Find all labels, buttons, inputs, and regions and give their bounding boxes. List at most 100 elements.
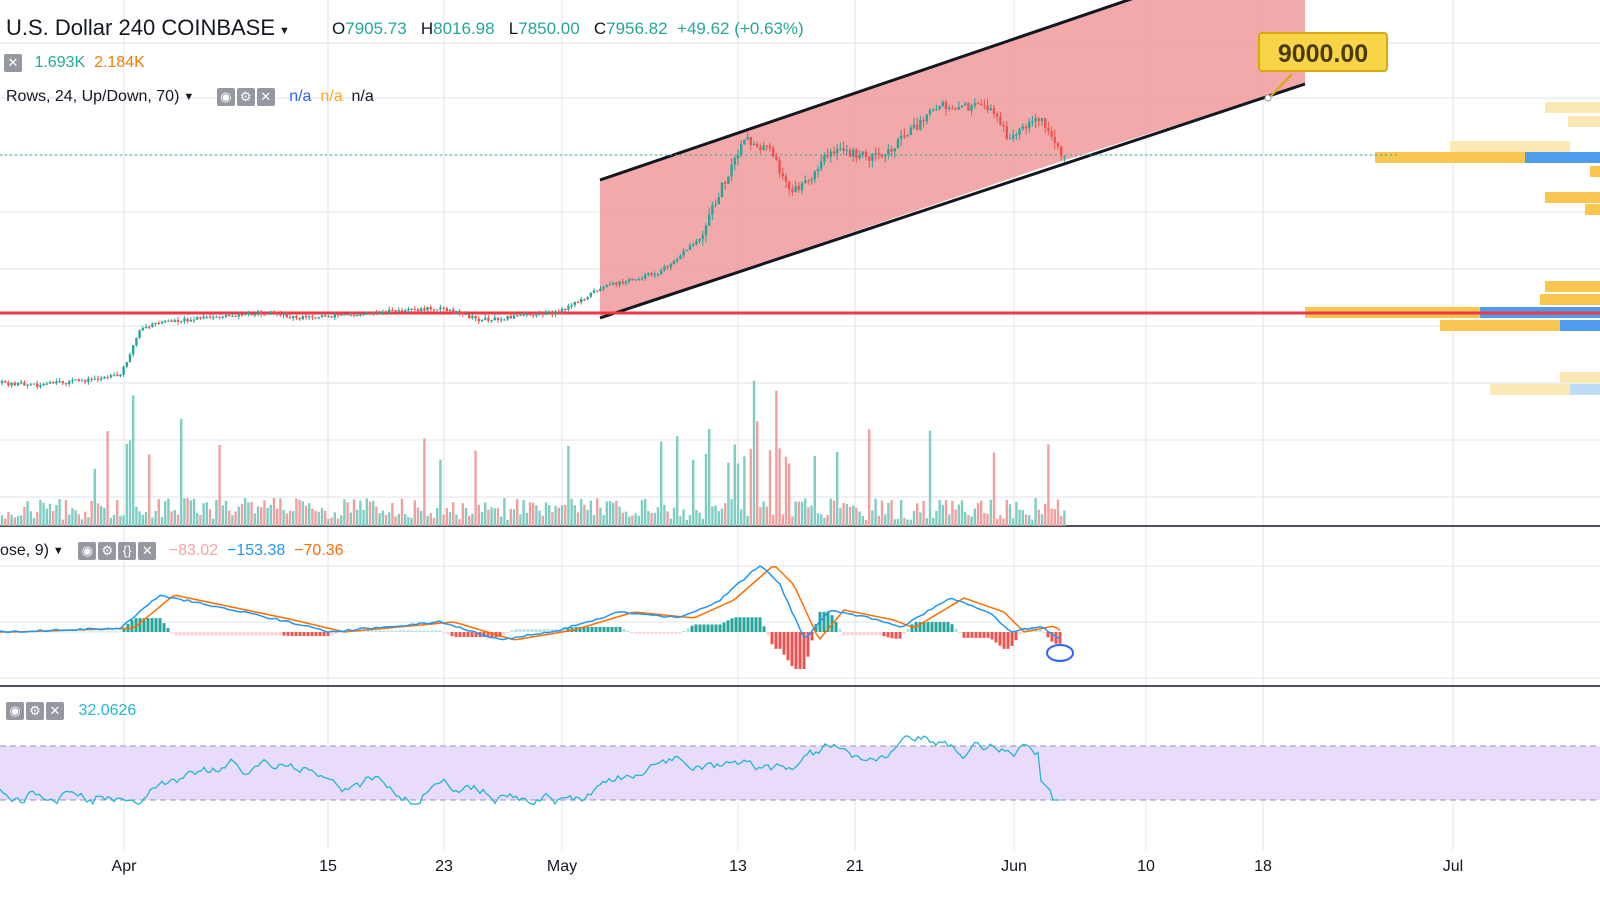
code-icon[interactable]: {} — [118, 542, 137, 560]
volume-bar — [749, 448, 752, 526]
volume-bar — [426, 515, 429, 526]
macd-histogram-bar — [422, 630, 426, 632]
volume-bar — [16, 516, 20, 526]
macd-histogram-bar — [590, 626, 594, 632]
volume-bar — [407, 517, 410, 526]
candle-body — [752, 143, 756, 145]
macd-histogram-bar — [838, 628, 842, 632]
candle-body — [672, 261, 676, 265]
candle-body — [240, 314, 244, 316]
chevron-down-icon[interactable]: ▼ — [279, 25, 290, 37]
candle-body — [944, 101, 948, 110]
macd-histogram-bar — [714, 624, 718, 632]
candle-body — [52, 382, 55, 384]
volume-bar — [4, 518, 7, 526]
candle-body — [7, 382, 10, 386]
candle-body — [135, 337, 138, 346]
volume-bar — [36, 512, 39, 526]
x-tick-label: 10 — [1137, 858, 1155, 875]
eye-icon[interactable]: ◉ — [78, 542, 97, 560]
volume-bar — [612, 502, 615, 526]
candle-body — [1044, 118, 1047, 128]
candle-body — [538, 313, 541, 315]
macd-histogram-bar — [894, 632, 898, 639]
candle-body — [868, 157, 871, 161]
macd-histogram-bar — [802, 632, 806, 669]
candle-body — [816, 168, 820, 172]
volume-bar — [237, 506, 240, 526]
target-price-label[interactable]: 9000.00 — [1258, 32, 1388, 72]
macd-histogram-bar — [530, 629, 534, 632]
macd-histogram-bar — [458, 632, 462, 638]
vp-value-3: n/a — [351, 88, 374, 106]
volume-bar — [359, 500, 362, 526]
candle-body — [1050, 131, 1053, 137]
eye-icon[interactable]: ◉ — [6, 702, 24, 720]
candle-body — [919, 120, 922, 130]
volume-bar — [548, 505, 551, 526]
candle-body — [330, 316, 333, 318]
candle-body — [455, 310, 458, 314]
candle-body — [96, 378, 100, 380]
close-icon[interactable]: ✕ — [138, 542, 157, 560]
gear-icon[interactable]: ⚙ — [98, 542, 117, 560]
candle-body — [772, 148, 775, 157]
macd-histogram-bar — [194, 632, 198, 636]
chevron-down-icon[interactable]: ▼ — [52, 545, 64, 558]
macd-legend: ose, 9) ▼ ◉ ⚙{} ✕ −83.02 −153.38 −70.36 — [0, 542, 344, 560]
macd-histogram-bar — [102, 631, 106, 633]
volume-bar — [375, 506, 378, 526]
volume-bar — [282, 509, 285, 526]
symbol-header[interactable]: U.S. Dollar 240 COINBASE ▼ — [6, 15, 290, 41]
volume-bar — [221, 505, 224, 526]
macd-histogram-bar — [142, 618, 146, 632]
macd-histogram-bar — [318, 632, 322, 637]
volume-bar — [794, 501, 797, 526]
candle-body — [637, 278, 640, 280]
macd-histogram-bar — [930, 621, 934, 632]
close-icon[interactable]: ✕ — [46, 702, 64, 720]
close-icon[interactable]: ✕ — [4, 54, 22, 72]
volume-bar — [871, 510, 874, 526]
macd-histogram-bar — [486, 632, 490, 638]
macd-histogram-bar — [786, 632, 790, 661]
macd-histogram-bar — [222, 632, 226, 636]
macd-histogram-bar — [702, 624, 706, 632]
candle-body — [695, 241, 698, 245]
volume-bar — [336, 518, 340, 526]
volume-bar — [1040, 514, 1044, 526]
candle-body — [13, 382, 16, 386]
candle-body — [573, 301, 576, 306]
volume-bar — [989, 499, 992, 526]
channel-lower-line[interactable] — [599, 82, 1306, 320]
channel-upper-line[interactable] — [599, 0, 1140, 182]
candle-body — [1031, 121, 1034, 123]
candle-body — [256, 311, 260, 315]
close-icon[interactable]: ✕ — [256, 88, 275, 106]
ohlc-open: 7905.73 — [345, 19, 407, 38]
volume-bar — [349, 512, 352, 526]
vp-settings-label: Rows, 24, Up/Down, 70) — [6, 88, 180, 106]
volume-bar — [304, 505, 308, 526]
candle-body — [298, 317, 301, 320]
volume-bar — [826, 514, 829, 526]
candle-body — [410, 308, 413, 310]
candle-body — [400, 310, 404, 312]
chevron-down-icon[interactable]: ▼ — [183, 91, 195, 104]
candle-body — [439, 307, 442, 310]
volume-bar — [477, 504, 480, 526]
macd-histogram-bar — [682, 631, 686, 633]
volume-bar — [343, 499, 346, 526]
candle-body — [151, 323, 154, 327]
macd-histogram-bar — [270, 632, 274, 636]
gear-icon[interactable]: ⚙ — [236, 88, 255, 106]
candle-body — [810, 179, 813, 181]
volume-bar — [1021, 510, 1024, 526]
volume-bar — [644, 498, 647, 526]
gear-icon[interactable]: ⚙ — [26, 702, 44, 720]
eye-icon[interactable]: ◉ — [216, 88, 235, 106]
candle-body — [871, 154, 874, 161]
volume-bar — [551, 512, 554, 526]
volume-bar — [868, 429, 871, 526]
